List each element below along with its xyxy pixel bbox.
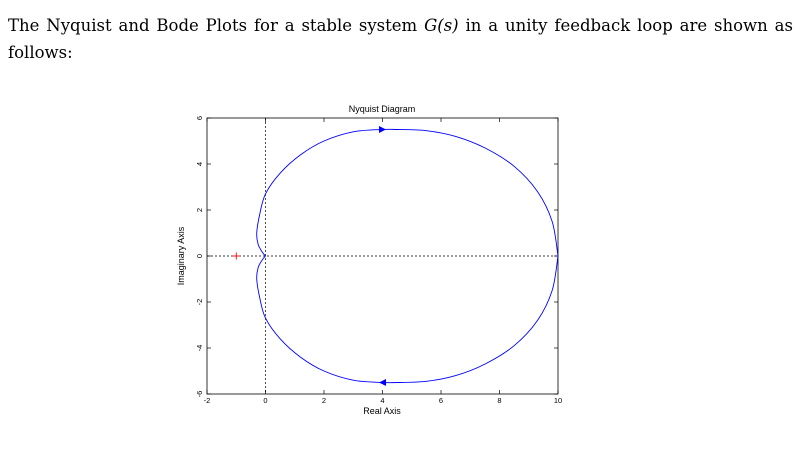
y-tick-label: 0 bbox=[195, 254, 204, 258]
x-tick-label: 4 bbox=[380, 396, 384, 405]
x-axis-label: Real Axis bbox=[363, 406, 401, 416]
x-tick-label: 6 bbox=[439, 396, 443, 405]
x-tick-label: 8 bbox=[497, 396, 501, 405]
x-tick-label: 2 bbox=[322, 396, 326, 405]
nyquist-curve-positive-frequency bbox=[256, 128, 559, 257]
y-tick-label: 2 bbox=[195, 208, 204, 212]
y-axis-label: Imaginary Axis bbox=[176, 226, 186, 285]
critical-point-marker bbox=[232, 252, 240, 260]
chart-title: Nyquist Diagram bbox=[349, 104, 416, 114]
y-tick-label: 4 bbox=[195, 162, 204, 166]
intro-paragraph: The Nyquist and Bode Plots for a stable … bbox=[8, 12, 793, 66]
direction-arrow-lower bbox=[379, 379, 386, 386]
y-tick-label: -6 bbox=[195, 391, 204, 398]
transfer-function-symbol: G(s) bbox=[424, 16, 459, 35]
x-tick-label: -2 bbox=[204, 396, 211, 405]
intro-text-start: The Nyquist and Bode Plots for a stable … bbox=[8, 16, 425, 35]
x-tick-label: 0 bbox=[263, 396, 267, 405]
x-tick-label: 10 bbox=[554, 396, 562, 405]
y-tick-label: -2 bbox=[195, 299, 204, 306]
y-tick-labels: -6 -4 -2 0 2 4 6 bbox=[195, 116, 204, 397]
nyquist-curve-negative-frequency bbox=[256, 255, 559, 384]
direction-arrow-upper bbox=[379, 126, 386, 133]
y-tick-label: 6 bbox=[195, 116, 204, 120]
intro-text-end: in a unity feedback loop are shown as fo… bbox=[8, 16, 793, 62]
y-tick-label: -4 bbox=[195, 345, 204, 352]
x-tick-labels: -2 0 2 4 6 8 10 bbox=[204, 396, 563, 405]
